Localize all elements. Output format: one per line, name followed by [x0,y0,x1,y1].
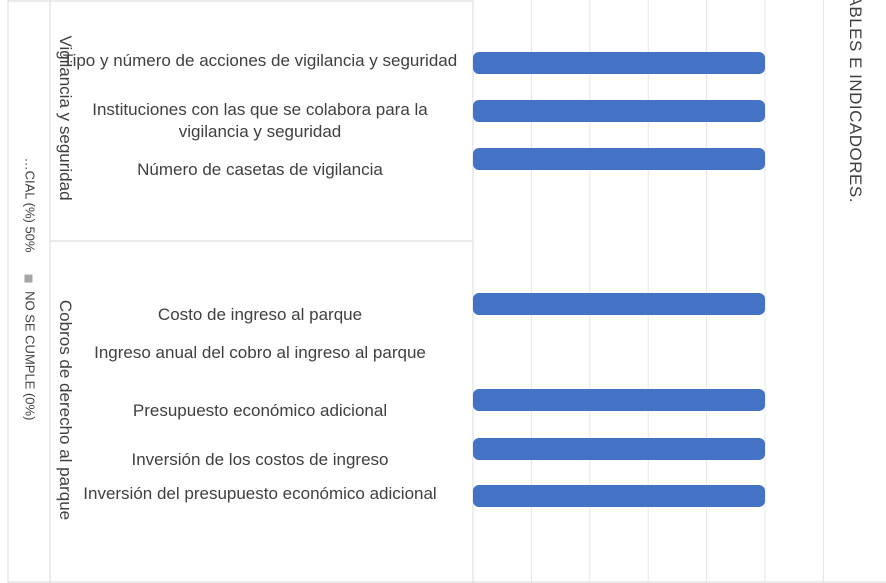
legend-entry-not-met-label: NO SE CUMPLE (0%) [22,291,38,421]
bar [473,389,765,411]
legend-entry-partial: …CIAL (%) 50% [22,157,38,253]
bar [473,485,765,507]
category-label: Presupuesto económico adicional [132,401,388,420]
category-label: Instituciones con las que se colabora pa… [92,100,428,141]
bar [473,100,765,122]
bar [473,293,765,315]
category-label: Ingreso anual del cobro al ingreso al pa… [94,343,426,362]
bar [473,148,765,170]
category-label: Costo de ingreso al parque [157,305,363,324]
bar [473,52,765,74]
category-label: Número de casetas de vigilancia [137,160,383,179]
legend-swatch [24,274,33,283]
category-label: Inversión del presupuesto económico adic… [83,484,437,503]
legend-entry-not-met: NO SE CUMPLE (0%) [23,268,38,426]
category-label: Tipo y número de acciones de vigilancia … [62,51,458,70]
bar [473,438,765,460]
category-label: Inversión de los costos de ingreso [131,450,389,469]
chart-legend: …CIAL (%) 50% NO SE CUMPLE (0%) [23,152,38,433]
chart-title: …ABLES E INDICADORES. [846,0,865,203]
